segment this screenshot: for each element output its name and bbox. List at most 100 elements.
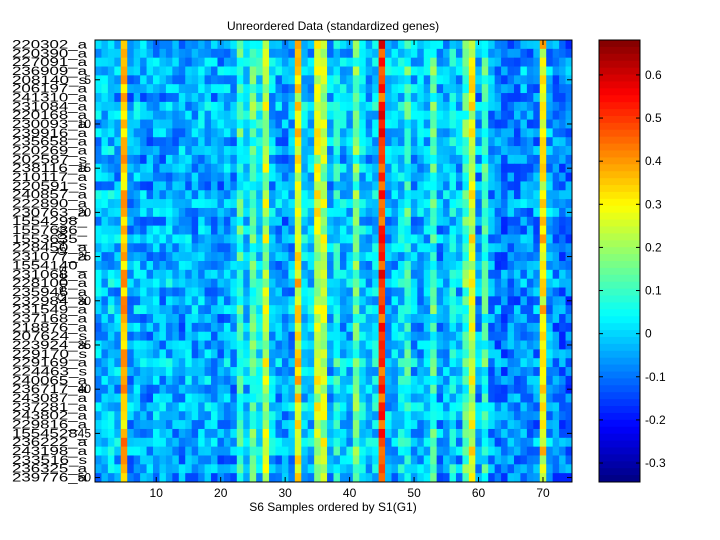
heatmap-cell (526, 163, 534, 173)
heatmap-cell (410, 190, 418, 200)
heatmap-cell (468, 163, 476, 173)
heatmap-cell (275, 128, 283, 138)
heatmap-cell (462, 146, 470, 156)
colorbar-swatch (599, 212, 640, 221)
heatmap-cell (501, 243, 508, 253)
heatmap-cell (346, 163, 354, 173)
heatmap-cell (133, 349, 141, 359)
heatmap-cell (327, 146, 334, 156)
heatmap-cell (475, 367, 483, 377)
heatmap-cell (301, 269, 309, 280)
heatmap-cell (320, 128, 328, 138)
colorbar-swatch (599, 330, 640, 338)
heatmap-cell (397, 384, 405, 394)
heatmap-cell (249, 358, 257, 368)
heatmap-cell (178, 199, 186, 209)
heatmap-cell (223, 190, 231, 200)
heatmap-cell (352, 172, 360, 182)
heatmap-cell (507, 234, 515, 244)
heatmap-cell (217, 243, 225, 253)
heatmap-cell (391, 84, 399, 94)
heatmap-cell (101, 278, 109, 288)
heatmap-cell (307, 437, 315, 448)
heatmap-cell (294, 40, 302, 50)
heatmap-cell (320, 411, 328, 421)
heatmap-cell (333, 207, 341, 218)
heatmap-cell (417, 146, 425, 156)
heatmap-cell (320, 181, 328, 191)
heatmap-cell (494, 154, 502, 165)
heatmap-cell (449, 243, 457, 253)
heatmap-cell (513, 296, 521, 306)
heatmap-cell (307, 110, 315, 120)
heatmap-cell (172, 278, 180, 288)
heatmap-cell (468, 305, 476, 315)
heatmap-cell (217, 446, 225, 456)
gene-label: 243087_a (12, 393, 88, 405)
heatmap-cell (513, 261, 521, 271)
heatmap-cell (127, 57, 135, 67)
heatmap-cell (191, 269, 199, 280)
heatmap-cell (211, 473, 218, 483)
heatmap-cell (346, 57, 354, 67)
heatmap-cell (288, 207, 296, 218)
heatmap-cell (552, 181, 560, 191)
heatmap-cell (365, 216, 373, 227)
heatmap-cell (314, 57, 322, 67)
heatmap-cell (140, 464, 147, 474)
heatmap-cell (417, 172, 425, 182)
heatmap-cell (307, 75, 315, 85)
heatmap-cell (410, 411, 418, 421)
heatmap-cell (404, 199, 412, 209)
heatmap-cell (140, 296, 147, 306)
heatmap-cell (533, 110, 541, 120)
heatmap-cell (449, 57, 457, 67)
heatmap-cell (494, 269, 502, 280)
heatmap-cell (552, 207, 560, 218)
heatmap-cell (191, 420, 199, 430)
colorbar-tick-label: -0.1 (645, 370, 666, 384)
heatmap-cell (365, 101, 373, 112)
heatmap-cell (443, 437, 450, 448)
heatmap-cell (333, 375, 341, 386)
heatmap-cell (462, 163, 470, 173)
heatmap-cell (501, 305, 508, 315)
colorbar-swatch (599, 53, 640, 62)
heatmap-cell (307, 172, 315, 182)
heatmap-cell (546, 349, 554, 359)
heatmap-cell (417, 314, 425, 324)
heatmap-cell (133, 137, 141, 147)
heatmap-cell (327, 340, 334, 350)
heatmap-cell (333, 57, 341, 67)
heatmap-cell (211, 146, 218, 156)
heatmap-cell (372, 340, 380, 350)
heatmap-cell (140, 349, 147, 359)
heatmap-cell (249, 340, 257, 350)
heatmap-cell (223, 101, 231, 112)
heatmap-cell (223, 199, 231, 209)
heatmap-cell (217, 278, 225, 288)
heatmap-cell (185, 84, 193, 94)
heatmap-cell (526, 261, 534, 271)
heatmap-cell (165, 411, 173, 421)
heatmap-cell (513, 375, 521, 386)
heatmap-cell (391, 40, 399, 50)
heatmap-cell (204, 57, 212, 67)
heatmap-cell (520, 393, 528, 403)
heatmap-cell (378, 411, 386, 421)
heatmap-cell (346, 269, 354, 280)
heatmap-cell (243, 243, 251, 253)
heatmap-cell (230, 261, 238, 271)
heatmap-cell (101, 243, 109, 253)
heatmap-cell (307, 331, 315, 341)
heatmap-cell (559, 367, 566, 377)
heatmap-cell (352, 207, 360, 218)
heatmap-cell (481, 278, 489, 288)
heatmap-cell (223, 455, 231, 465)
heatmap-cell (462, 340, 470, 350)
heatmap-cell (552, 437, 560, 448)
heatmap-cell (256, 146, 263, 156)
heatmap-cell (294, 393, 302, 403)
heatmap-cell (281, 66, 289, 76)
heatmap-cell (526, 455, 534, 465)
